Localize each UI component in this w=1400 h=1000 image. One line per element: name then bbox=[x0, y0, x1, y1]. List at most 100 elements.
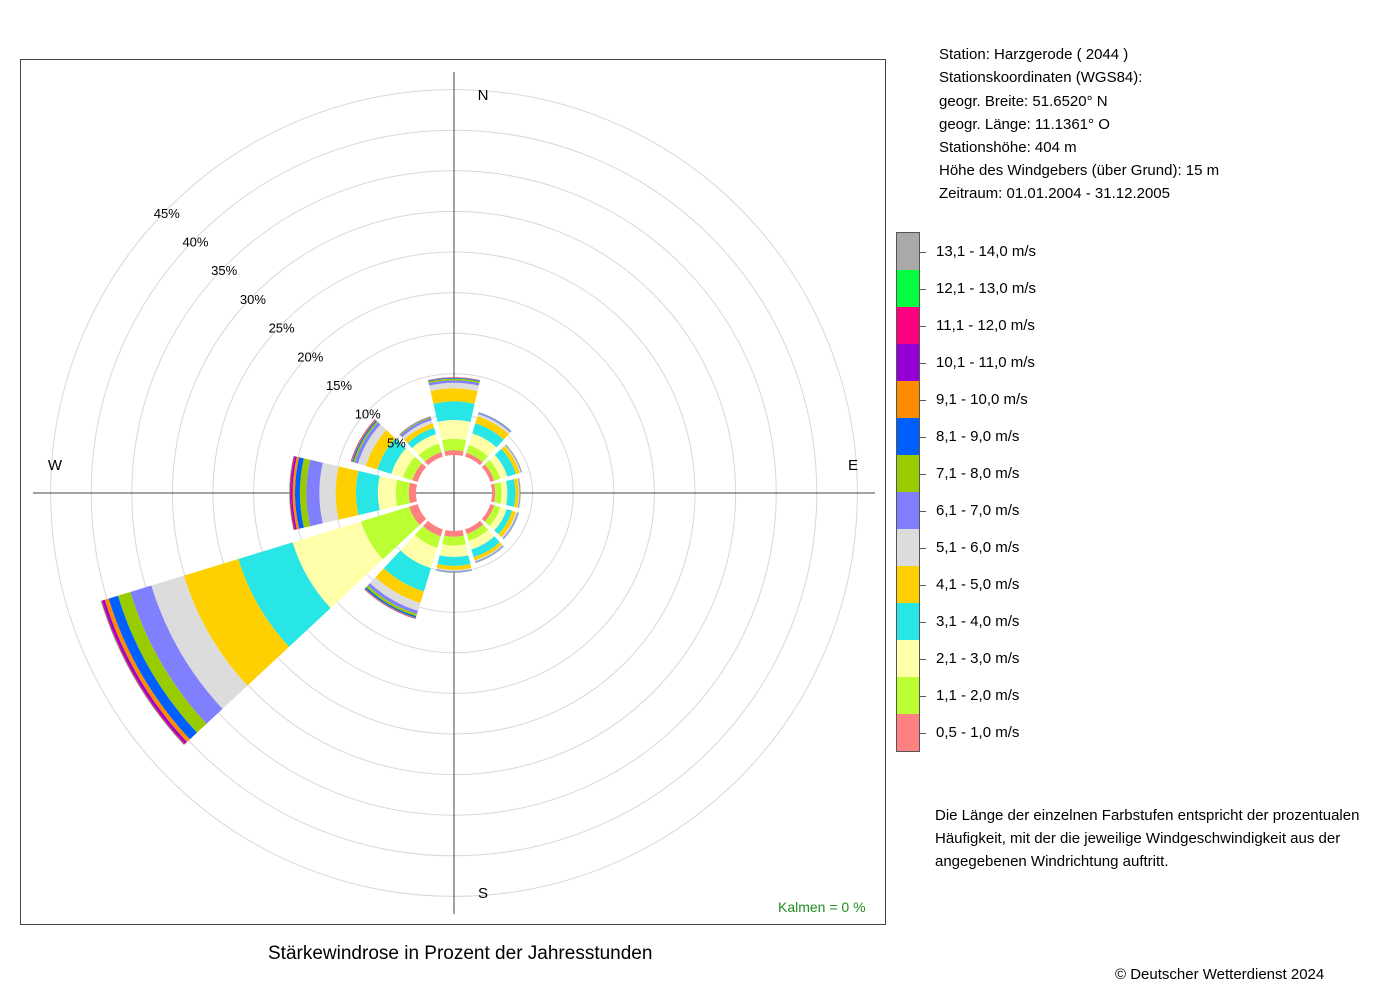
rose-segment bbox=[436, 569, 472, 573]
rose-segment bbox=[437, 555, 471, 566]
legend-tick bbox=[920, 547, 926, 549]
rose-segment bbox=[352, 420, 377, 463]
rose-segment bbox=[481, 464, 495, 482]
rose-segment bbox=[335, 466, 359, 520]
compass-s: S bbox=[478, 885, 488, 902]
rose-segment bbox=[395, 479, 410, 507]
compass-e: E bbox=[848, 457, 858, 474]
rose-segment bbox=[466, 524, 489, 541]
legend-tick bbox=[920, 251, 926, 253]
rose-segment bbox=[505, 444, 522, 473]
legend-label: 10,1 - 11,0 m/s bbox=[936, 353, 1035, 371]
rose-segment bbox=[489, 454, 508, 479]
rose-segment bbox=[408, 482, 417, 504]
rose-segment bbox=[429, 382, 479, 392]
legend-swatch bbox=[897, 677, 919, 714]
ring-label: 35% bbox=[211, 263, 237, 278]
rose-segment bbox=[360, 506, 420, 560]
latitude: geogr. Breite: 51.6520° N bbox=[939, 93, 1108, 110]
rose-segment bbox=[183, 558, 290, 686]
rose-segment bbox=[292, 456, 300, 530]
legend-swatch bbox=[897, 270, 919, 307]
legend-label: 6,1 - 7,0 m/s bbox=[936, 501, 1020, 519]
rose-segment bbox=[444, 530, 464, 537]
rose-segment bbox=[441, 438, 467, 452]
sensor-height: Höhe des Windgebers (über Grund): 15 m bbox=[939, 162, 1220, 179]
rose-segment bbox=[506, 479, 516, 507]
rose-segment bbox=[444, 450, 464, 456]
rose-segment bbox=[498, 510, 516, 538]
legend-swatch bbox=[897, 492, 919, 529]
rose-segment bbox=[468, 529, 495, 550]
rose-segment bbox=[414, 526, 441, 548]
rose-segment bbox=[473, 542, 503, 561]
rose-segment bbox=[295, 457, 304, 529]
station-name: Station: Harzgerode ( 2044 ) bbox=[939, 46, 1129, 63]
rose-segment bbox=[478, 412, 512, 433]
rose-segment bbox=[383, 550, 432, 592]
rose-segment bbox=[402, 456, 423, 481]
rose-segment bbox=[439, 544, 469, 557]
rose-segment bbox=[292, 521, 383, 609]
ring-label: 30% bbox=[240, 292, 266, 307]
rose-segment bbox=[436, 570, 472, 573]
rose-segment bbox=[517, 478, 520, 508]
legend-label: 1,1 - 2,0 m/s bbox=[936, 686, 1020, 704]
rose-segment bbox=[436, 568, 472, 572]
rose-segment bbox=[484, 459, 501, 481]
rose-segment bbox=[428, 380, 480, 386]
rose-segment bbox=[409, 504, 427, 526]
calm-label: Kalmen = 0 % bbox=[778, 899, 866, 915]
rose-segment bbox=[290, 456, 297, 530]
rose-segment bbox=[365, 429, 396, 470]
compass-w: W bbox=[48, 457, 63, 474]
legend-swatch bbox=[897, 603, 919, 640]
rose-segment bbox=[428, 377, 480, 382]
legend-swatch bbox=[897, 566, 919, 603]
rose-segment bbox=[418, 443, 442, 462]
rose-segment bbox=[289, 455, 294, 531]
ring-label: 20% bbox=[297, 349, 323, 364]
rose-segment bbox=[357, 424, 387, 466]
rose-segment bbox=[501, 446, 520, 475]
rose-segment bbox=[238, 542, 331, 647]
explanation-text: Die Länge der einzelnen Farbstufen entsp… bbox=[935, 807, 1360, 870]
rose-segment bbox=[428, 377, 480, 381]
rose-segment bbox=[364, 587, 417, 618]
rose-segment bbox=[433, 401, 475, 422]
legend-label: 4,1 - 5,0 m/s bbox=[936, 575, 1020, 593]
rose-segment bbox=[504, 445, 522, 473]
rose-segment bbox=[501, 511, 518, 539]
chart-title: Stärkewindrose in Prozent der Jahresstun… bbox=[268, 943, 653, 964]
legend-label: 0,5 - 1,0 m/s bbox=[936, 723, 1020, 741]
legend-label: 8,1 - 9,0 m/s bbox=[936, 427, 1020, 445]
legend-swatch bbox=[897, 455, 919, 492]
legend-tick bbox=[920, 732, 926, 734]
rose-segment bbox=[502, 512, 519, 539]
legend-swatch bbox=[897, 381, 919, 418]
rose-segment bbox=[412, 434, 439, 456]
rose-segment bbox=[117, 591, 207, 733]
rose-segment bbox=[412, 463, 427, 482]
legend-label: 3,1 - 4,0 m/s bbox=[936, 612, 1020, 630]
legend-label: 5,1 - 6,0 m/s bbox=[936, 538, 1020, 556]
rose-segment bbox=[513, 478, 519, 508]
ring-label: 45% bbox=[154, 206, 180, 221]
legend-tick bbox=[920, 510, 926, 512]
wind-rose-chart: 5% 10%15%20%25%30%35%40%45% N E S W bbox=[33, 72, 875, 914]
rose-segment bbox=[518, 477, 521, 509]
rose-segment bbox=[306, 459, 323, 527]
legend-swatch bbox=[897, 344, 919, 381]
legend-label: 11,1 - 12,0 m/s bbox=[936, 316, 1035, 334]
legend-swatch bbox=[897, 529, 919, 566]
rose-segment bbox=[481, 504, 495, 522]
coords-header: Stationskoordinaten (WGS84): bbox=[939, 69, 1143, 86]
rose-segment bbox=[423, 520, 443, 537]
rose-segment bbox=[369, 577, 421, 611]
rose-segment bbox=[472, 423, 504, 448]
rose-segment bbox=[494, 448, 516, 477]
ring-label: 40% bbox=[182, 234, 208, 249]
rose-segment bbox=[404, 423, 435, 444]
rose-segment bbox=[375, 568, 424, 604]
elevation: Stationshöhe: 404 m bbox=[939, 139, 1077, 156]
